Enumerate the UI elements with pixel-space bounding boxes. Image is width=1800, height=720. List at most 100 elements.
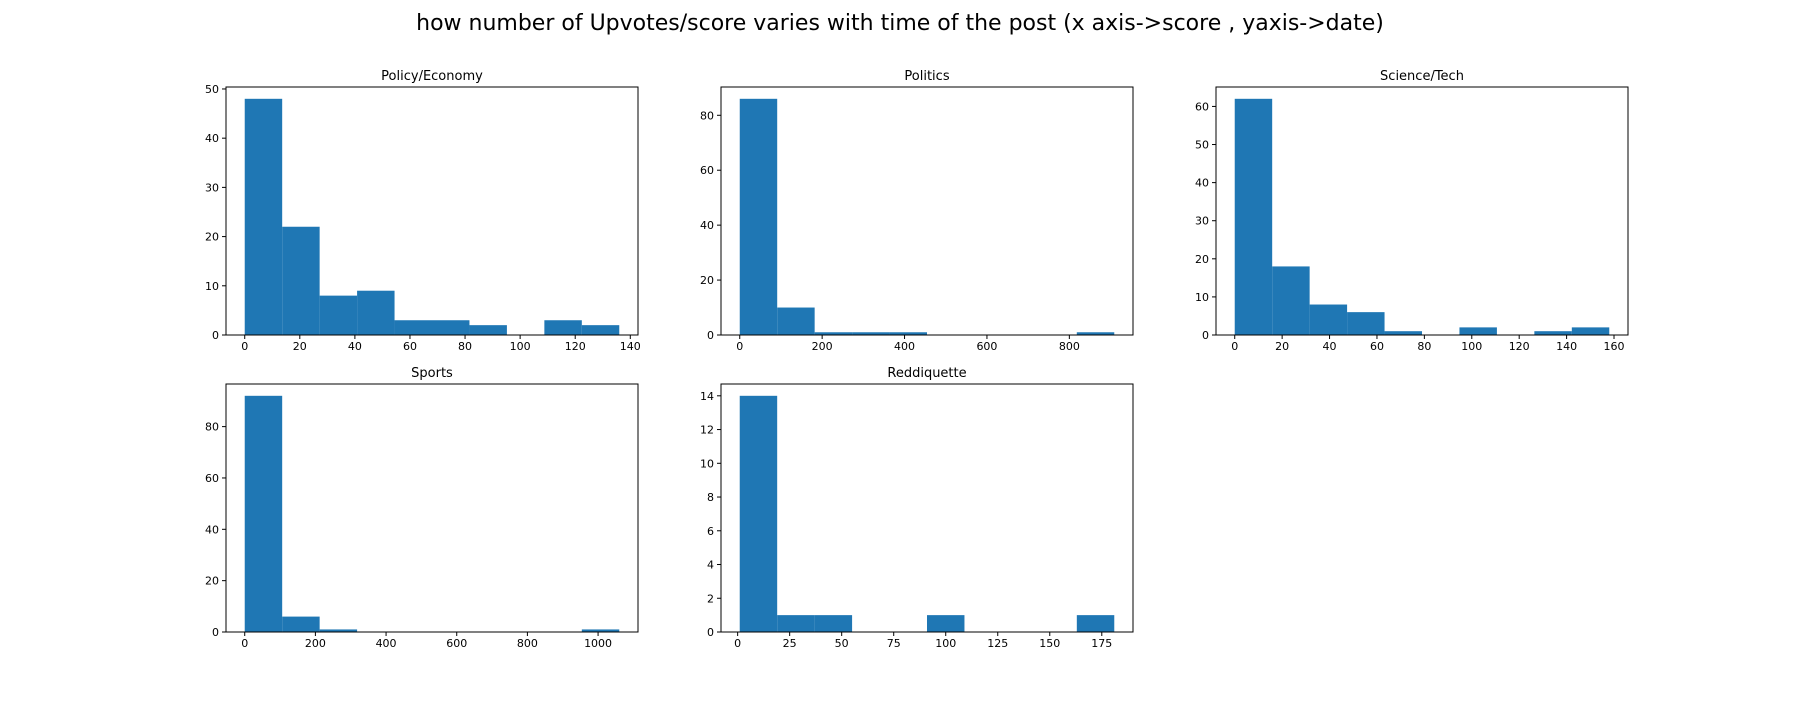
x-tick-label: 600 (446, 637, 467, 650)
y-tick-label: 40 (205, 523, 219, 536)
subplot-title: Policy/Economy (381, 69, 483, 84)
axes-frame (720, 383, 1134, 633)
bar (282, 226, 320, 335)
x-tick-label: 20 (1275, 340, 1289, 353)
y-tick-label: 14 (700, 390, 714, 403)
x-tick-label: 400 (376, 637, 397, 650)
bar (1272, 266, 1310, 335)
y-tick-label: 8 (707, 491, 714, 504)
y-tick-label: 20 (205, 575, 219, 588)
axes-frame (1215, 86, 1629, 336)
y-tick-label: 40 (700, 219, 714, 232)
subplot: 0 25 50 75 100 125 150 175 0 2 4 6 8 10 12 14 Reddiquett… (700, 366, 1134, 650)
bar (581, 325, 620, 335)
subplot: 0 20 40 60 80 100 120 140 0 10 20 30 40 50 Policy/Econ… (205, 69, 641, 353)
y-tick-label: 0 (212, 626, 219, 639)
x-tick-label: 120 (565, 340, 586, 353)
x-tick-label: 120 (1509, 340, 1530, 353)
bar (244, 98, 283, 335)
x-tick-label: 100 (510, 340, 531, 353)
x-tick-label: 80 (458, 340, 472, 353)
x-tick-label: 0 (241, 637, 248, 650)
y-tick-label: 80 (700, 109, 714, 122)
axes-frame (720, 86, 1134, 336)
bar (927, 615, 965, 632)
bar (394, 320, 432, 335)
x-tick-label: 1000 (584, 637, 612, 650)
y-tick-label: 2 (707, 592, 714, 605)
y-tick-label: 30 (205, 181, 219, 194)
x-tick-label: 175 (1091, 637, 1112, 650)
bar (739, 395, 778, 632)
subplot-title: Sports (411, 366, 453, 381)
bar (244, 395, 283, 632)
x-tick-label: 800 (517, 637, 538, 650)
bar (1076, 615, 1115, 632)
bar (814, 332, 853, 335)
x-tick-label: 50 (835, 637, 849, 650)
bar (1234, 98, 1273, 335)
y-tick-label: 10 (700, 457, 714, 470)
x-tick-label: 160 (1604, 340, 1625, 353)
y-tick-label: 0 (707, 329, 714, 342)
y-tick-label: 0 (1202, 329, 1209, 342)
x-tick-label: 0 (736, 340, 743, 353)
bar (1459, 327, 1497, 335)
bar (814, 615, 853, 632)
bar (739, 98, 778, 335)
x-tick-label: 0 (1231, 340, 1238, 353)
bar (889, 332, 927, 335)
y-tick-label: 40 (1195, 177, 1209, 190)
y-tick-label: 6 (707, 525, 714, 538)
x-tick-label: 125 (987, 637, 1008, 650)
x-tick-label: 60 (403, 340, 417, 353)
x-tick-label: 20 (293, 340, 307, 353)
axes-frame (225, 86, 639, 336)
bar (1309, 304, 1348, 335)
y-tick-label: 20 (1195, 253, 1209, 266)
bar (581, 629, 620, 632)
y-tick-label: 50 (205, 83, 219, 96)
y-tick-label: 0 (707, 626, 714, 639)
bar (282, 616, 320, 632)
x-tick-label: 75 (887, 637, 901, 650)
x-tick-label: 400 (894, 340, 915, 353)
y-tick-label: 4 (707, 559, 714, 572)
subplot-title: Reddiquette (887, 366, 966, 381)
bar (852, 332, 890, 335)
x-tick-label: 60 (1370, 340, 1384, 353)
x-tick-label: 40 (348, 340, 362, 353)
subplot: 0 200 400 600 800 0 20 40 60 80 Politics (700, 69, 1134, 353)
x-tick-label: 0 (734, 637, 741, 650)
x-tick-label: 140 (620, 340, 641, 353)
x-tick-label: 80 (1417, 340, 1431, 353)
x-tick-label: 100 (1461, 340, 1482, 353)
y-tick-label: 12 (700, 424, 714, 437)
x-tick-label: 25 (783, 637, 797, 650)
y-tick-label: 20 (205, 231, 219, 244)
bar (777, 307, 815, 335)
y-tick-label: 80 (205, 421, 219, 434)
x-tick-label: 200 (812, 340, 833, 353)
y-tick-label: 40 (205, 132, 219, 145)
y-tick-label: 60 (205, 472, 219, 485)
bar (544, 320, 582, 335)
subplot: 0 200 400 600 800 1000 0 20 40 60 80 Sports (205, 366, 639, 650)
x-tick-label: 100 (935, 637, 956, 650)
y-tick-label: 60 (1195, 100, 1209, 113)
subplot-title: Politics (904, 69, 949, 84)
bar (357, 290, 395, 335)
bar (469, 325, 507, 335)
y-tick-label: 10 (205, 280, 219, 293)
bar (319, 295, 358, 335)
y-tick-label: 10 (1195, 291, 1209, 304)
y-tick-label: 50 (1195, 139, 1209, 152)
x-tick-label: 40 (1323, 340, 1337, 353)
x-tick-label: 200 (305, 637, 326, 650)
y-tick-label: 30 (1195, 215, 1209, 228)
x-tick-label: 150 (1039, 637, 1060, 650)
figure-title: how number of Upvotes/score varies with … (416, 11, 1384, 36)
x-tick-label: 600 (976, 340, 997, 353)
x-tick-label: 0 (241, 340, 248, 353)
